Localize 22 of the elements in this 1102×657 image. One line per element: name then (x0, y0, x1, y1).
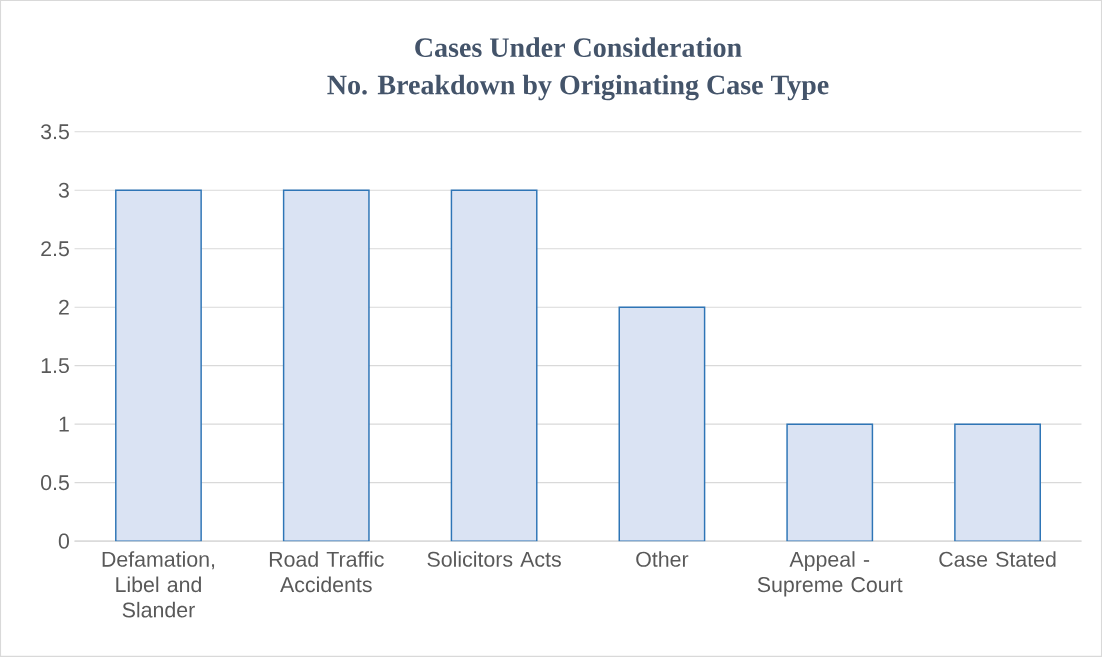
bar (954, 423, 1041, 542)
x-tick-label: Solicitors Acts (427, 551, 561, 567)
y-tick-label: 2 (59, 299, 69, 315)
chart-subtitle: No. Breakdown by Originating Case Type (327, 74, 829, 101)
y-tick-label: 0 (58, 533, 69, 549)
x-tick-label: Case Stated (939, 551, 1056, 567)
y-tick-label: 3 (58, 182, 69, 198)
bar (618, 306, 706, 542)
y-tick-label: 0.5 (41, 475, 69, 491)
y-tick-label: 3.5 (41, 124, 69, 140)
chart-title: Cases Under Consideration (415, 37, 742, 58)
bar (786, 423, 874, 542)
y-tick-label: 1 (59, 416, 69, 432)
x-tick-label: Defamation, Libel and Slander (102, 551, 215, 618)
x-tick-label: Other (636, 551, 689, 567)
x-tick-label: Road Traffic Accidents (269, 551, 384, 593)
bar (450, 189, 538, 542)
bar (282, 189, 370, 542)
bar (115, 189, 202, 542)
y-tick-label: 2.5 (41, 241, 69, 257)
x-tick-label: Appeal - Supreme Court (757, 551, 903, 597)
y-tick-label: 1.5 (41, 358, 69, 374)
